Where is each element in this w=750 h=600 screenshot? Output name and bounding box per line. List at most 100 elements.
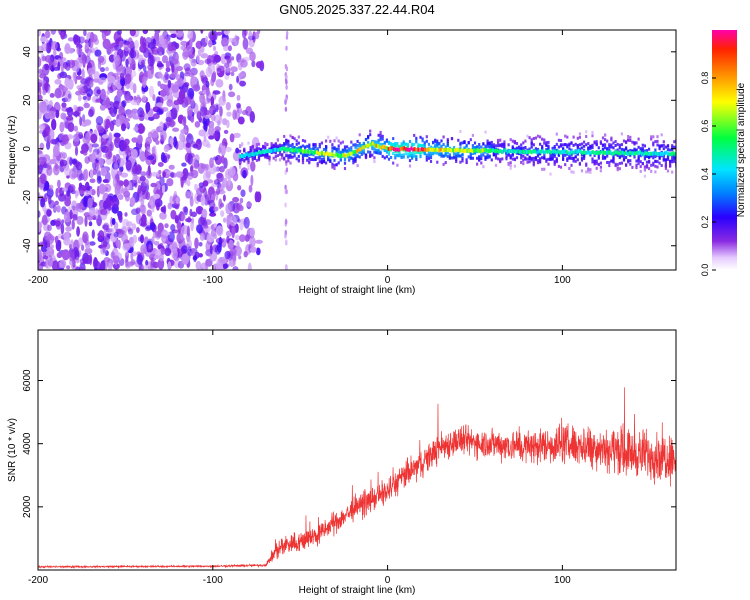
heatmap-cell	[39, 73, 47, 79]
heatmap-cell	[109, 120, 115, 132]
heatmap-cell	[285, 239, 288, 245]
heatmap-cell	[346, 145, 349, 149]
heatmap-cell	[73, 104, 78, 111]
heatmap-cell	[654, 170, 657, 174]
heatmap-cell	[115, 119, 121, 127]
heatmap-cell	[398, 154, 401, 158]
heatmap-cell	[606, 148, 609, 152]
heatmap-cell	[318, 156, 321, 160]
heatmap-cell	[553, 147, 556, 150]
heatmap-cell	[209, 199, 216, 210]
heatmap-cell	[136, 94, 141, 101]
heatmap-cell	[168, 164, 175, 170]
heatmap-cell	[249, 149, 252, 153]
heatmap-cell	[425, 153, 428, 157]
heatmap-cell	[285, 167, 289, 173]
heatmap-cell	[74, 146, 79, 156]
heatmap-cell	[342, 153, 344, 158]
heatmap-cell	[201, 208, 208, 218]
heatmap-cell	[169, 30, 177, 34]
heatmap-cell	[639, 147, 642, 151]
heatmap-cell	[171, 248, 178, 260]
heatmap-cell	[68, 251, 76, 262]
heatmap-cell	[329, 152, 332, 157]
heatmap-cell	[185, 142, 191, 148]
heatmap-cell	[371, 139, 374, 143]
heatmap-cell	[246, 152, 248, 157]
heatmap-cell	[608, 164, 611, 168]
heatmap-cell	[488, 155, 491, 159]
heatmap-cell	[255, 158, 258, 162]
heatmap-cell	[287, 159, 290, 163]
heatmap-cell	[194, 237, 199, 250]
heatmap-cell	[494, 151, 498, 155]
heatmap-cell	[301, 144, 305, 148]
heatmap-cell	[230, 66, 238, 73]
heatmap-cell	[145, 101, 151, 113]
heatmap-cell	[87, 197, 93, 208]
heatmap-cell	[157, 80, 161, 87]
heatmap-cell	[476, 162, 479, 166]
heatmap-cell	[459, 141, 462, 145]
heatmap-cell	[455, 155, 458, 159]
heatmap-cell	[369, 129, 372, 133]
heatmap-cell	[424, 147, 427, 152]
heatmap-cell	[637, 154, 640, 158]
heatmap-cell	[509, 164, 512, 168]
heatmap-cell	[281, 156, 284, 160]
heatmap-cell	[379, 136, 382, 140]
heatmap-cell	[159, 254, 164, 262]
heatmap-cell	[425, 158, 428, 162]
heatmap-cell	[637, 157, 640, 161]
heatmap-cell	[377, 151, 380, 155]
heatmap-cell	[316, 149, 319, 153]
heatmap-cell	[348, 158, 351, 162]
heatmap-cell	[239, 107, 243, 115]
heatmap-cell	[264, 152, 267, 156]
heatmap-cell	[171, 63, 175, 73]
heatmap-cell	[188, 72, 195, 78]
heatmap-cell	[288, 147, 290, 152]
heatmap-cell	[209, 212, 217, 217]
heatmap-cell	[370, 142, 372, 147]
heatmap-cell	[142, 204, 147, 215]
heatmap-cell	[352, 158, 355, 162]
heatmap-cell	[562, 149, 565, 154]
heatmap-cell	[78, 132, 84, 140]
heatmap-cell	[156, 108, 163, 115]
heatmap-cell	[593, 150, 596, 155]
heatmap-cell	[597, 154, 600, 158]
heatmap-cell	[645, 164, 649, 168]
heatmap-cell	[566, 143, 569, 147]
heatmap-cell	[442, 143, 445, 146]
heatmap-cell	[373, 141, 376, 145]
heatmap-cell	[163, 144, 170, 153]
heatmap-cell	[629, 159, 632, 163]
heatmap-cell	[383, 148, 386, 152]
heatmap-cell	[297, 154, 300, 158]
heatmap-cell	[312, 158, 315, 162]
x-tick-label: 0	[385, 275, 391, 286]
heatmap-cell	[415, 147, 418, 152]
heatmap-cell	[562, 147, 565, 151]
heatmap-cell	[423, 141, 426, 145]
heatmap-cell	[480, 154, 483, 158]
heatmap-cell	[175, 171, 184, 178]
heatmap-cell	[610, 143, 613, 147]
heatmap-cell	[429, 151, 433, 155]
heatmap-cell	[52, 206, 60, 212]
heatmap-cell	[643, 155, 646, 158]
heatmap-cell	[191, 211, 197, 218]
heatmap-cell	[270, 142, 273, 146]
heatmap-cell	[331, 143, 334, 147]
heatmap-cell	[114, 185, 121, 196]
heatmap-cell	[89, 178, 96, 184]
heatmap-cell	[480, 157, 483, 161]
heatmap-cell	[652, 156, 655, 160]
heatmap-cell	[102, 38, 111, 50]
heatmap-cell	[305, 149, 308, 154]
heatmap-cell	[321, 150, 323, 155]
heatmap-cell	[625, 163, 628, 167]
heatmap-cell	[100, 88, 106, 100]
y-tick-label: 0	[22, 146, 33, 152]
